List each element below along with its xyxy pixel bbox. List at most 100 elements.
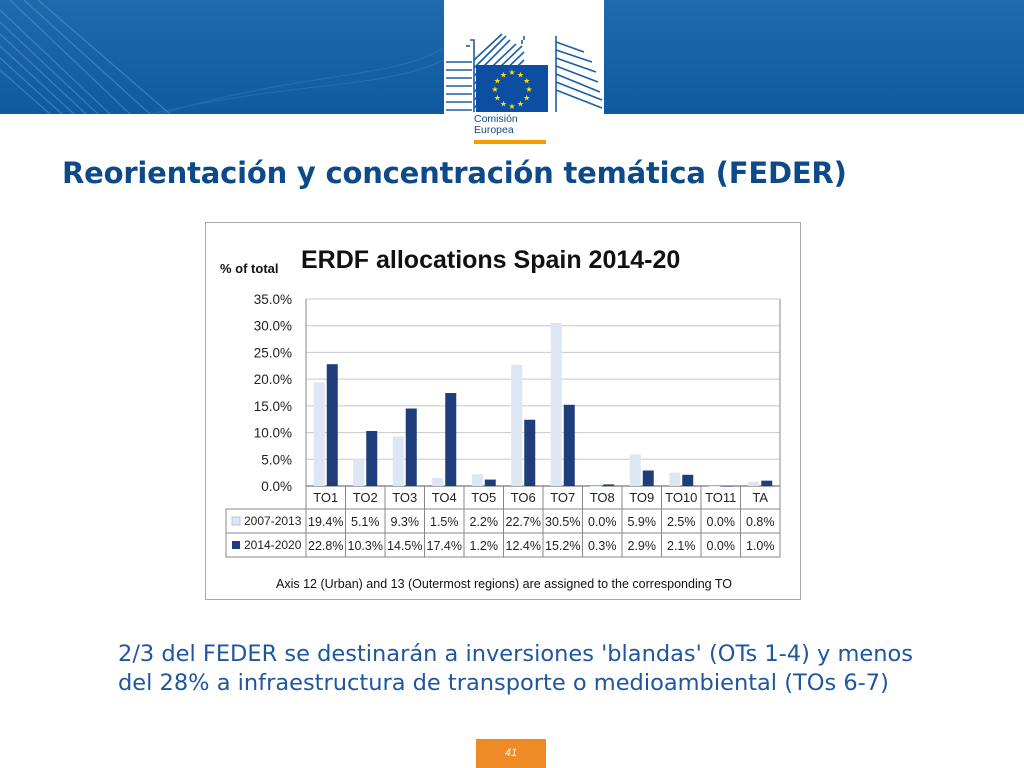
y-tick-label: 5.0%: [261, 452, 292, 467]
eu-star-icon: ★: [508, 68, 515, 77]
legend-swatch-2007-2013: [231, 516, 241, 526]
bar-2014-2020-TO3: [405, 408, 417, 486]
bar-2014-2020-TA: [761, 480, 773, 486]
slide-body: 2/3 del FEDER se destinarán a inversione…: [118, 640, 958, 698]
x-tick-label: TO7: [550, 490, 575, 505]
x-tick-label: TO10: [665, 490, 697, 505]
x-tick-label: TO11: [705, 490, 736, 505]
eu-star-icon: ★: [523, 94, 530, 103]
body-line-2: del 28% a infraestructura de transporte …: [118, 670, 889, 696]
data-label: 22.7%: [506, 515, 541, 529]
data-label: 30.5%: [545, 515, 580, 529]
data-label: 22.8%: [308, 539, 343, 553]
bar-2014-2020-TO8: [603, 484, 615, 486]
y-tick-label: 0.0%: [261, 479, 292, 494]
bar-2014-2020-TO5: [484, 479, 496, 486]
bar-2007-2013-TO7: [550, 323, 562, 486]
bar-2014-2020-TO10: [682, 474, 694, 486]
logo-wordmark: Comisión Europea: [474, 114, 518, 136]
eu-star-icon: ★: [500, 100, 507, 109]
eu-star-icon: ★: [525, 85, 532, 94]
data-label: 2.9%: [628, 539, 657, 553]
chart-footnote: Axis 12 (Urban) and 13 (Outermost region…: [276, 577, 732, 591]
eu-star-icon: ★: [508, 102, 515, 111]
eu-star-icon: ★: [500, 70, 507, 79]
data-label: 5.9%: [628, 515, 657, 529]
bar-2007-2013-TO1: [313, 382, 325, 486]
bar-2014-2020-TO1: [326, 364, 338, 486]
data-label: 0.3%: [588, 539, 617, 553]
bar-2007-2013-TO8: [590, 486, 602, 487]
bar-2007-2013-TO4: [432, 477, 444, 486]
data-label: 12.4%: [506, 539, 541, 553]
legend-label-2014-2020: 2014-2020: [244, 538, 302, 552]
data-label: 1.0%: [746, 539, 775, 553]
page-number: 41: [476, 739, 546, 768]
data-label: 9.3%: [391, 515, 420, 529]
data-label: 19.4%: [308, 515, 343, 529]
eu-star-icon: ★: [517, 70, 524, 79]
y-tick-label: 30.0%: [254, 319, 292, 334]
banner-decoration: [0, 0, 445, 114]
bar-2014-2020-TO7: [563, 404, 575, 486]
x-tick-label: TO6: [511, 490, 536, 505]
data-label: 2.5%: [667, 515, 696, 529]
logo-line1: Comisión: [474, 113, 518, 125]
bar-2014-2020-TO9: [642, 470, 654, 486]
y-tick-label: 35.0%: [254, 292, 292, 307]
eu-star-icon: ★: [523, 77, 530, 86]
chart-title: ERDF allocations Spain 2014-20: [301, 246, 680, 274]
x-tick-label: TO4: [432, 490, 457, 505]
data-label: 1.5%: [430, 515, 459, 529]
bar-2007-2013-TO2: [353, 458, 365, 486]
data-label: 0.8%: [746, 515, 775, 529]
data-label: 0.0%: [707, 515, 736, 529]
berlaymont-logo-icon: ★ ★★★★★★★★★★★: [446, 33, 603, 112]
eu-star-icon: ★: [491, 85, 498, 94]
bar-2007-2013-TO3: [392, 436, 404, 486]
eu-star-icon: ★: [494, 94, 501, 103]
data-label: 0.0%: [707, 539, 736, 553]
erdf-bar-chart: ERDF allocations Spain 2014-20 % of tota…: [220, 246, 781, 591]
data-label: 1.2%: [470, 539, 499, 553]
legend-label-2007-2013: 2007-2013: [244, 514, 302, 528]
x-tick-label: TO3: [392, 490, 417, 505]
bar-2007-2013-TO9: [629, 454, 641, 486]
logo-accent-bar: [474, 140, 546, 144]
y-tick-label: 15.0%: [254, 399, 292, 414]
data-label: 5.1%: [351, 515, 380, 529]
bar-2007-2013-TA: [748, 481, 760, 486]
bar-2014-2020-TO2: [366, 430, 378, 486]
data-label: 2.1%: [667, 539, 696, 553]
commission-logo: ★ ★ ★ ★ ★ ★ ★ ★ ★ ★ ★ ★ Comisión Europea: [444, 0, 604, 147]
body-line-1: 2/3 del FEDER se destinarán a inversione…: [118, 641, 914, 667]
y-tick-label: 10.0%: [254, 426, 292, 441]
x-tick-label: TO2: [353, 490, 378, 505]
data-label: 0.0%: [588, 515, 617, 529]
bar-2014-2020-TO4: [445, 393, 457, 486]
eu-star-icon: ★: [494, 77, 501, 86]
x-tick-label: TA: [752, 490, 768, 505]
bar-2007-2013-TO5: [471, 474, 483, 486]
eu-star-icon: ★: [517, 100, 524, 109]
logo-line2: Europea: [474, 124, 514, 136]
legend-swatch-2014-2020: [232, 541, 240, 549]
y-tick-label: 20.0%: [254, 372, 292, 387]
x-tick-label: TO5: [471, 490, 496, 505]
x-tick-label: TO1: [313, 490, 338, 505]
bar-2014-2020-TO6: [524, 419, 536, 486]
data-label: 15.2%: [545, 539, 580, 553]
x-tick-label: TO8: [590, 490, 615, 505]
slide-title: Reorientación y concentración temática (…: [62, 156, 847, 190]
x-tick-label: TO9: [629, 490, 654, 505]
data-label: 2.2%: [470, 515, 499, 529]
y-tick-label: 25.0%: [254, 345, 292, 360]
chart-ylabel: % of total: [220, 261, 279, 276]
bar-2007-2013-TO11: [708, 486, 720, 487]
data-label: 14.5%: [387, 539, 422, 553]
data-label: 10.3%: [348, 539, 383, 553]
bar-2014-2020-TO11: [721, 486, 733, 487]
bar-2007-2013-TO6: [511, 364, 523, 486]
bar-2007-2013-TO10: [669, 472, 681, 486]
chart-frame: ERDF allocations Spain 2014-20 % of tota…: [205, 222, 801, 600]
